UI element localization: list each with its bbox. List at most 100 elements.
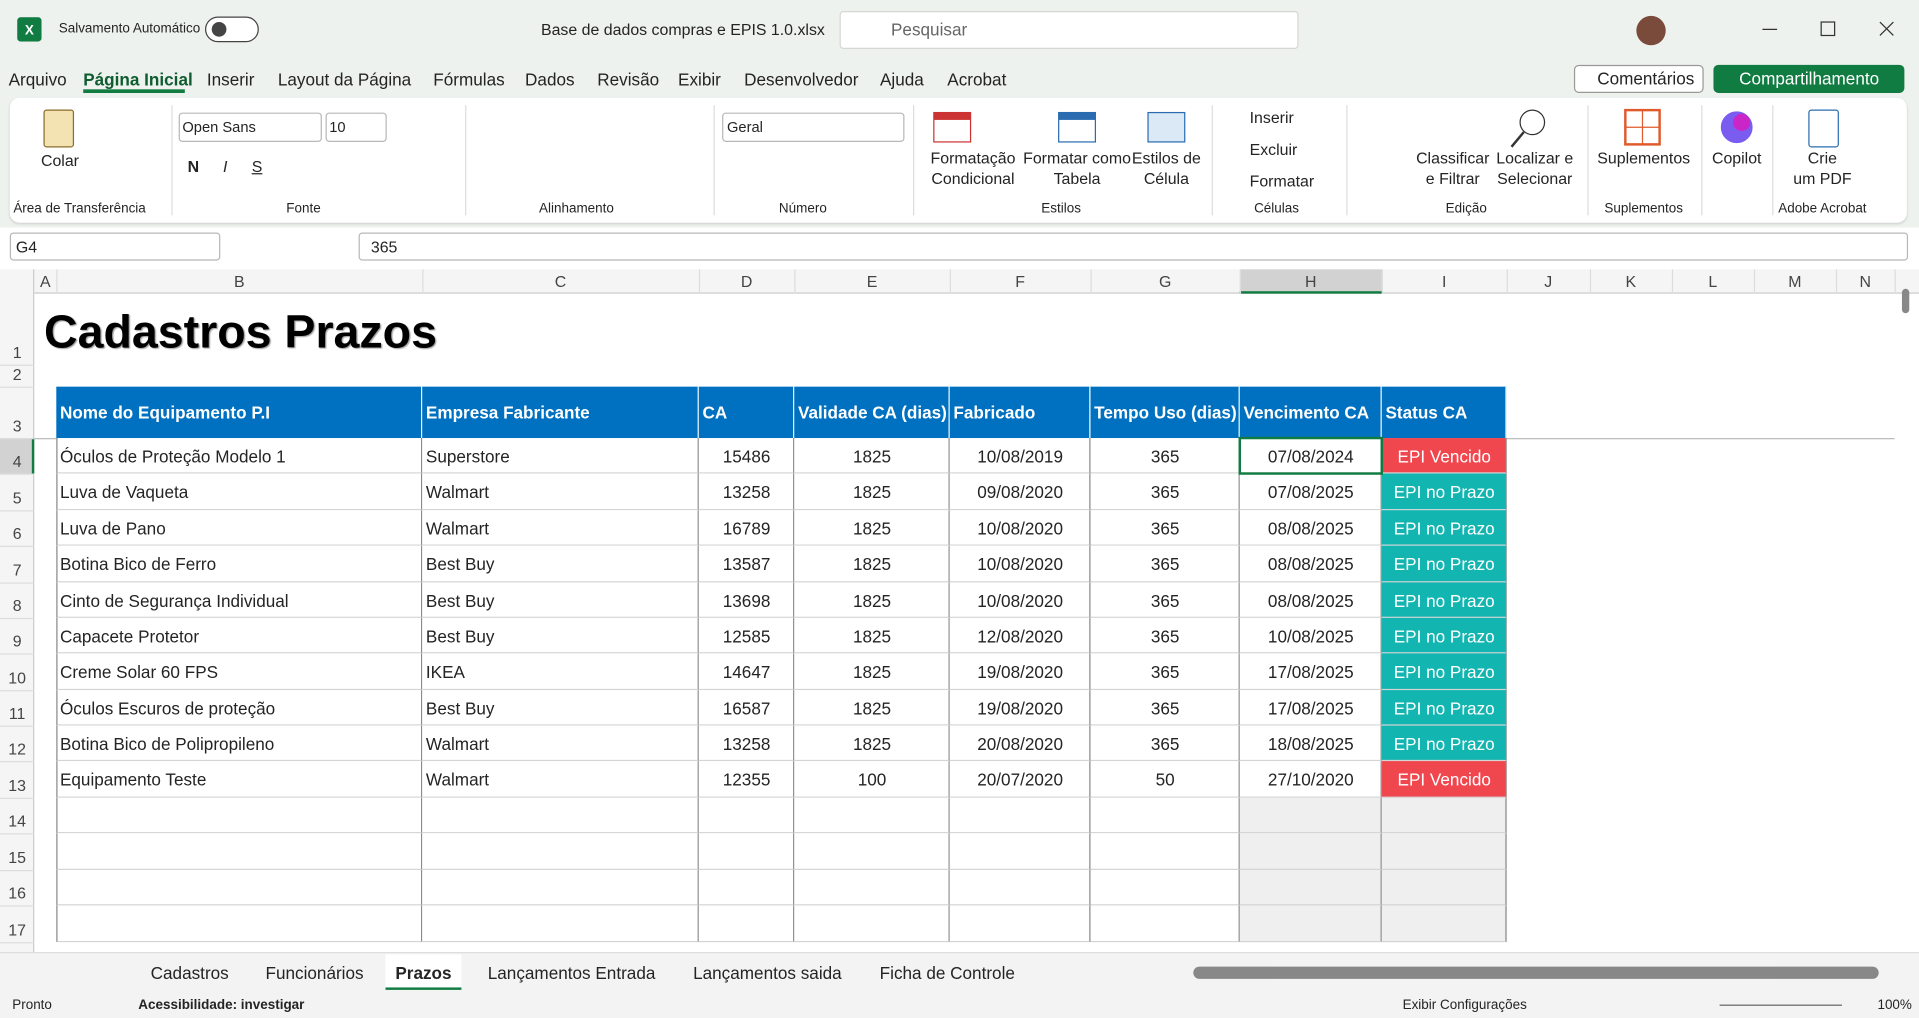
underline-button[interactable]: S bbox=[252, 158, 263, 174]
cell[interactable] bbox=[56, 905, 422, 942]
menu-tab[interactable]: Dados bbox=[525, 71, 575, 88]
cell[interactable] bbox=[1090, 798, 1239, 833]
styles-button[interactable]: Estilos de bbox=[1132, 150, 1201, 166]
cell-text: 1825 bbox=[853, 663, 891, 680]
formula-input[interactable] bbox=[359, 232, 1908, 260]
cell[interactable] bbox=[794, 798, 949, 833]
cell[interactable] bbox=[699, 870, 794, 905]
cell[interactable] bbox=[422, 798, 699, 833]
cell[interactable] bbox=[1240, 798, 1382, 833]
menu-tab[interactable]: Arquivo bbox=[9, 71, 67, 88]
autosave-toggle[interactable] bbox=[204, 16, 260, 43]
cell[interactable] bbox=[56, 798, 422, 833]
status-text: EPI Vencido bbox=[1398, 771, 1491, 788]
status-zoom[interactable]: 100% bbox=[1877, 999, 1911, 1012]
file-name: Base de dados compras e EPIS 1.0.xlsx bbox=[541, 21, 825, 37]
cell[interactable] bbox=[1090, 870, 1239, 905]
menu-tab[interactable]: Exibir bbox=[678, 71, 721, 88]
sheet-tab[interactable]: Funcionários bbox=[265, 964, 363, 981]
column-header: A bbox=[40, 273, 51, 289]
cell-text: 1825 bbox=[853, 483, 891, 500]
share-label[interactable]: Compartilhamento bbox=[1739, 70, 1879, 87]
cell-text: 17/08/2025 bbox=[1268, 699, 1354, 716]
cell[interactable] bbox=[1090, 905, 1239, 942]
cell-text: Capacete Protetor bbox=[60, 627, 199, 644]
cell[interactable] bbox=[699, 798, 794, 833]
cell[interactable] bbox=[699, 833, 794, 870]
h-scrollbar[interactable] bbox=[1193, 967, 1878, 979]
cell[interactable] bbox=[422, 905, 699, 942]
cell[interactable] bbox=[950, 905, 1091, 942]
menu-tab[interactable]: Fórmulas bbox=[433, 71, 504, 88]
styles-button[interactable]: Tabela bbox=[1054, 171, 1101, 187]
editing-button[interactable]: Localizar e bbox=[1496, 150, 1573, 166]
cell[interactable] bbox=[56, 870, 422, 905]
cell-text: Best Buy bbox=[426, 592, 495, 609]
name-box[interactable] bbox=[10, 232, 221, 260]
cell[interactable] bbox=[1382, 798, 1507, 833]
cell-text: 10/08/2025 bbox=[1268, 627, 1354, 644]
menu-tab[interactable]: Revisão bbox=[597, 71, 659, 88]
cell[interactable] bbox=[794, 833, 949, 870]
menu-tab[interactable]: Página Inicial bbox=[83, 71, 193, 88]
cell[interactable] bbox=[1090, 833, 1239, 870]
cell-text: 12585 bbox=[723, 627, 771, 644]
acrobat-button[interactable]: um PDF bbox=[1793, 171, 1851, 187]
cell[interactable] bbox=[1382, 905, 1507, 942]
cell[interactable] bbox=[1382, 833, 1507, 870]
cell[interactable] bbox=[950, 798, 1091, 833]
styles-button[interactable]: Condicional bbox=[931, 171, 1014, 187]
cell[interactable] bbox=[422, 833, 699, 870]
cell[interactable] bbox=[1240, 833, 1382, 870]
menu-tab[interactable]: Ajuda bbox=[880, 71, 924, 88]
menu-tab[interactable]: Layout da Página bbox=[278, 71, 411, 88]
addins-button[interactable]: Suplementos bbox=[1597, 150, 1690, 166]
formula-value: 365 bbox=[371, 239, 398, 255]
menu-tab[interactable]: Inserir bbox=[207, 71, 255, 88]
copilot-button[interactable]: Copilot bbox=[1712, 150, 1762, 166]
sheet-tab[interactable]: Prazos bbox=[395, 964, 451, 981]
cell[interactable] bbox=[56, 833, 422, 870]
cell[interactable] bbox=[1240, 870, 1382, 905]
sheet-tab[interactable]: Lançamentos saida bbox=[693, 964, 842, 981]
menu-tab[interactable]: Desenvolvedor bbox=[744, 71, 858, 88]
cell[interactable] bbox=[1382, 870, 1507, 905]
italic-button[interactable]: I bbox=[223, 158, 227, 174]
styles-button[interactable]: Formatar como bbox=[1023, 150, 1131, 166]
avatar[interactable] bbox=[1635, 15, 1667, 47]
menu-tab[interactable]: Acrobat bbox=[947, 71, 1006, 88]
acrobat-button[interactable]: Crie bbox=[1808, 150, 1837, 166]
cell[interactable] bbox=[794, 905, 949, 942]
cell-text: 17/08/2025 bbox=[1268, 663, 1354, 680]
v-scrollbar[interactable] bbox=[1902, 289, 1909, 313]
sheet-tab[interactable]: Cadastros bbox=[151, 964, 229, 981]
paste-button[interactable]: Colar bbox=[41, 152, 79, 168]
editing-button[interactable]: Selecionar bbox=[1497, 171, 1572, 187]
cell[interactable] bbox=[422, 870, 699, 905]
sheet-tab[interactable]: Ficha de Controle bbox=[880, 964, 1015, 981]
cell[interactable] bbox=[950, 833, 1091, 870]
row-header-divider bbox=[0, 546, 34, 547]
editing-button[interactable]: e Filtrar bbox=[1426, 171, 1480, 187]
styles-button[interactable]: Célula bbox=[1144, 171, 1189, 187]
comments-label[interactable]: Comentários bbox=[1597, 70, 1694, 87]
cell[interactable] bbox=[950, 870, 1091, 905]
bold-button[interactable]: N bbox=[188, 158, 199, 174]
cell[interactable] bbox=[794, 870, 949, 905]
styles-button[interactable]: Formatação bbox=[931, 150, 1016, 166]
cell[interactable] bbox=[699, 905, 794, 942]
sheet-tab[interactable]: Lançamentos Entrada bbox=[488, 964, 656, 981]
editing-button[interactable]: Classificar bbox=[1416, 150, 1489, 166]
group-separator bbox=[465, 105, 466, 215]
status-display-settings[interactable]: Exibir Configurações bbox=[1403, 999, 1527, 1012]
column-header: C bbox=[555, 273, 566, 289]
cell-text: 16587 bbox=[723, 699, 771, 716]
cells-button[interactable]: Formatar bbox=[1250, 173, 1315, 189]
cell[interactable] bbox=[1240, 905, 1382, 942]
cells-button[interactable]: Inserir bbox=[1250, 110, 1294, 126]
window-controls[interactable] bbox=[1755, 17, 1902, 41]
zoom-slider[interactable] bbox=[1720, 1005, 1842, 1006]
cells-button[interactable]: Excluir bbox=[1250, 141, 1298, 157]
